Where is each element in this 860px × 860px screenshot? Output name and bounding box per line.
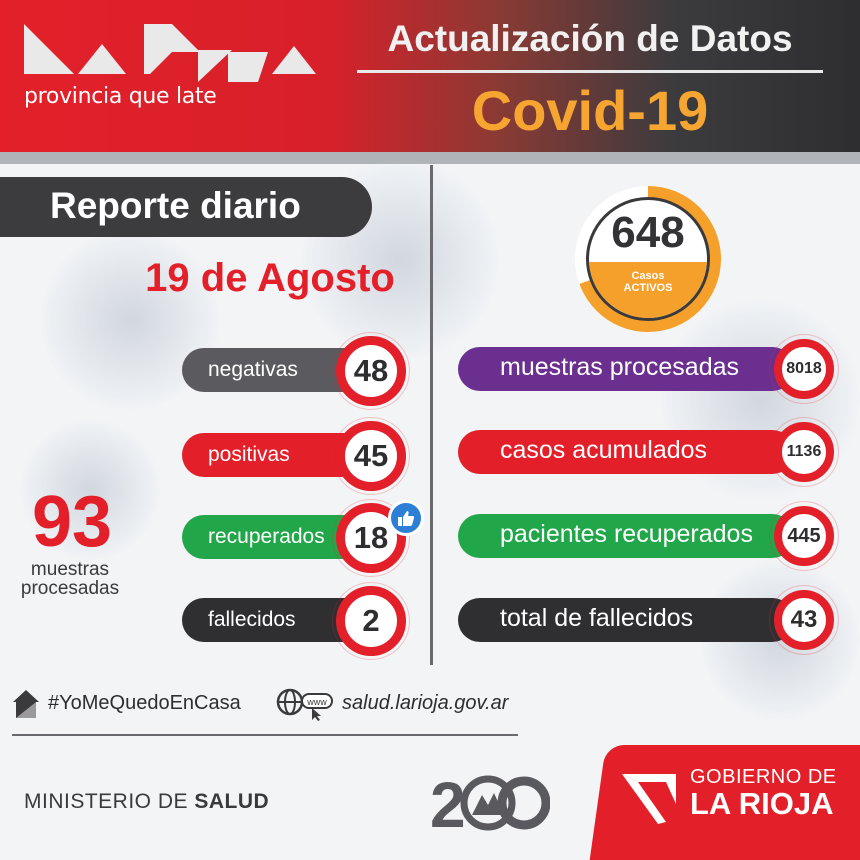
svg-text:2: 2 xyxy=(430,769,466,835)
active-cases-label-line1: Casos xyxy=(631,270,665,282)
la-rioja-government-icon xyxy=(620,770,678,830)
title-divider xyxy=(357,70,823,73)
stat-positivas-value: 45 xyxy=(332,417,410,495)
ministry-name: SALUD xyxy=(194,790,270,813)
report-date: 19 de Agosto xyxy=(145,256,395,300)
active-cases-circle xyxy=(586,197,710,321)
virus-decoration xyxy=(20,420,160,560)
total-de-fallecidos: total de fallecidos xyxy=(458,598,794,642)
daily-report-title: Reporte diario xyxy=(0,177,372,237)
hashtag-link[interactable]: #YoMeQuedoEnCasa xyxy=(48,692,241,714)
total-muestras-value: 8018 xyxy=(769,334,839,404)
active-cases-value: 648 xyxy=(611,208,685,257)
active-cases-label: Casos ACTIVOS xyxy=(586,270,710,294)
ministry-label: MINISTERIO DE SALUD xyxy=(24,790,269,814)
samples-label-line2: procesadas xyxy=(20,578,120,599)
anniversary-200-logo: 2 xyxy=(430,765,551,841)
stat-negativas-value: 48 xyxy=(332,332,410,410)
globe-www-icon: www xyxy=(276,686,336,726)
active-cases-label-line2: ACTIVOS xyxy=(623,282,673,294)
total-pacientes-recuperados: pacientes recuperados xyxy=(458,514,794,558)
samples-label: muestras procesadas xyxy=(10,560,130,598)
total-casos-value: 1136 xyxy=(769,417,839,487)
header-banner: provincia que late Actualización de Dato… xyxy=(0,0,860,152)
samples-total: 93 xyxy=(31,482,113,562)
logo-tagline: provincia que late xyxy=(24,84,217,109)
page-title: Actualización de Datos xyxy=(387,18,793,59)
footer-divider xyxy=(12,734,518,736)
government-line1: GOBIERNO DE xyxy=(690,766,837,788)
government-line2: LA RIOJA xyxy=(690,786,834,821)
ministry-prefix: MINISTERIO DE xyxy=(24,790,189,813)
total-fallecidos-value: 43 xyxy=(769,585,839,655)
page-subtitle: Covid-19 xyxy=(471,79,709,142)
svg-text:www: www xyxy=(306,697,327,707)
total-muestras-procesadas: muestras procesadas xyxy=(458,347,794,391)
column-divider xyxy=(430,165,433,665)
header-strip xyxy=(0,152,860,164)
total-recuperados-value: 445 xyxy=(769,501,839,571)
samples-label-line1: muestras xyxy=(30,559,110,580)
house-icon xyxy=(12,688,40,724)
total-casos-acumulados: casos acumulados xyxy=(458,430,794,474)
thumbs-up-icon xyxy=(388,500,424,536)
stat-fallecidos-value: 2 xyxy=(332,582,410,660)
website-link[interactable]: salud.larioja.gov.ar xyxy=(342,692,509,714)
la-rioja-logo: provincia que late xyxy=(22,22,322,117)
